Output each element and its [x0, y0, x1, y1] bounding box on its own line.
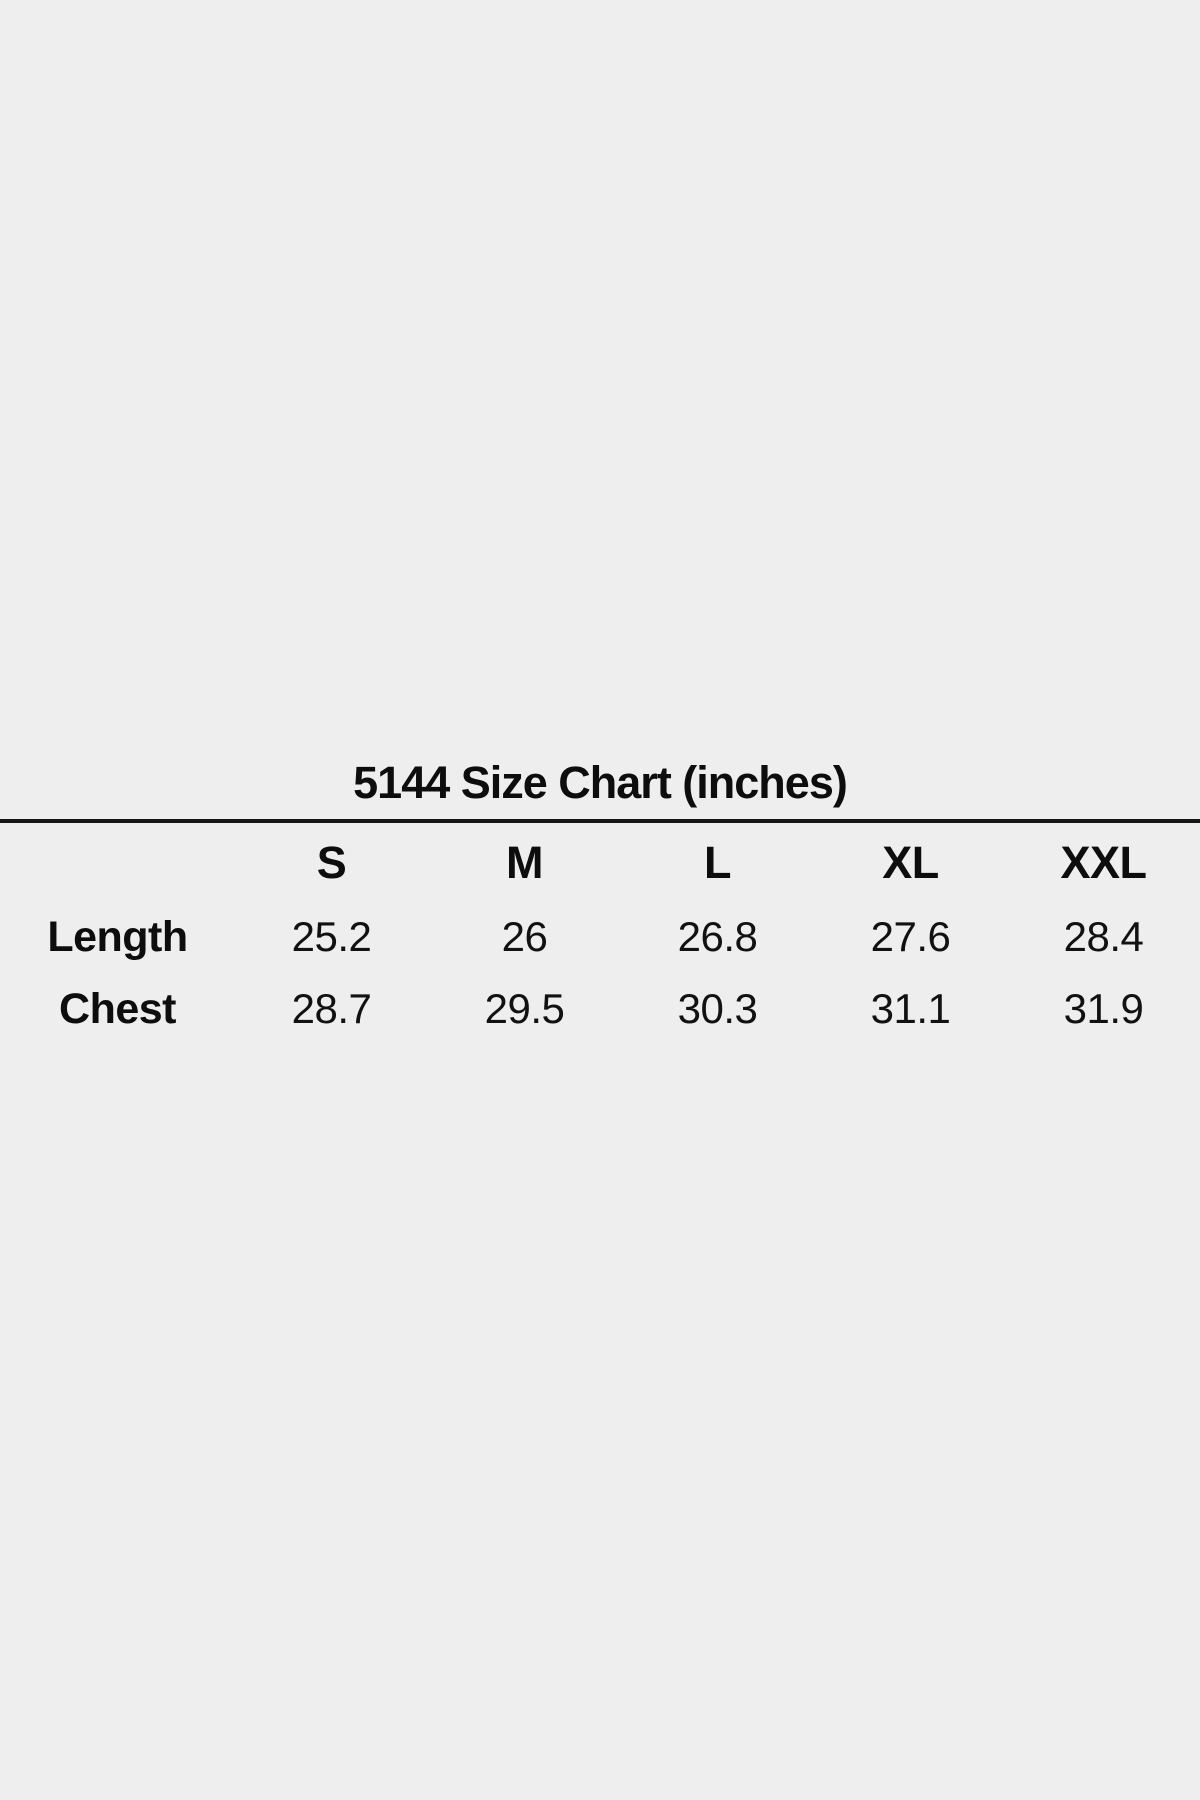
length-value-xl: 27.6 [870, 913, 951, 960]
length-value-l: 26.8 [677, 913, 758, 960]
column-header-xxl: XXL [1060, 837, 1147, 888]
size-chart-title: 5144 Size Chart (inches) [353, 757, 848, 808]
chest-value-s: 28.7 [291, 985, 372, 1032]
column-header-l: L [704, 837, 732, 888]
table-row-chest: Chest 28.7 29.5 30.3 31.1 31.9 [0, 973, 1200, 1045]
column-header-m: M [506, 837, 544, 888]
chest-value-xxl: 31.9 [1063, 985, 1144, 1032]
table-row-length: Length 25.2 26 26.8 27.6 28.4 [0, 901, 1200, 973]
length-value-m: 26 [501, 913, 548, 960]
row-label-chest: Chest [59, 984, 176, 1033]
size-table: S M L XL XXL Length 25.2 26 26.8 27.6 28… [0, 825, 1200, 1045]
chest-value-l: 30.3 [677, 985, 758, 1032]
chest-value-xl: 31.1 [870, 985, 951, 1032]
row-label-length: Length [47, 912, 188, 961]
column-header-s: S [316, 837, 347, 888]
size-chart: 5144 Size Chart (inches) S M L XL XXL Le… [0, 756, 1200, 1045]
title-divider [0, 819, 1200, 823]
length-value-s: 25.2 [291, 913, 372, 960]
chest-value-m: 29.5 [484, 985, 565, 1032]
length-value-xxl: 28.4 [1063, 913, 1144, 960]
table-header-row: S M L XL XXL [0, 825, 1200, 901]
column-header-xl: XL [882, 837, 939, 888]
